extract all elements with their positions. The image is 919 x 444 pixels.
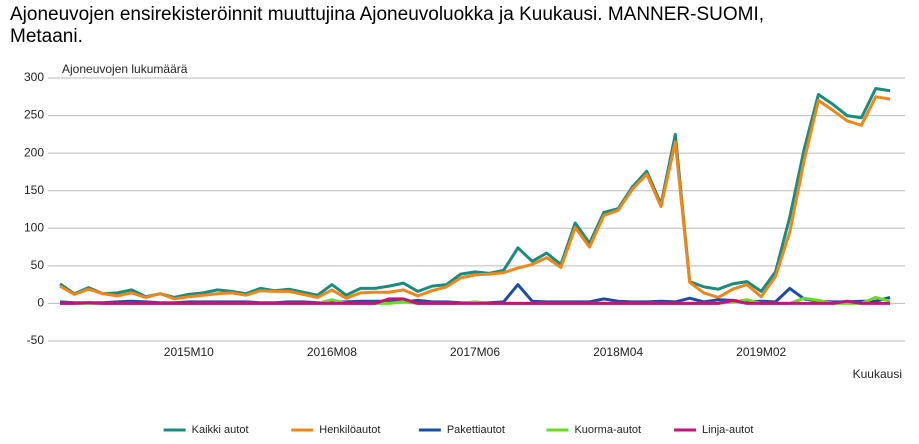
chart-title: Ajoneuvojen ensirekisteröinnit muuttujin… bbox=[10, 4, 765, 47]
y-tick-label: -50 bbox=[27, 333, 45, 347]
series-line bbox=[60, 297, 890, 305]
y-axis-label: Ajoneuvojen lukumäärä bbox=[62, 62, 188, 76]
legend-label: Kuorma-autot bbox=[574, 424, 641, 436]
y-tick-label: 150 bbox=[24, 183, 44, 197]
x-tick-label: 2018M04 bbox=[593, 345, 643, 359]
x-tick-label: 2019M02 bbox=[736, 345, 786, 359]
y-tick-label: 100 bbox=[24, 220, 44, 234]
y-tick-label: 200 bbox=[24, 145, 44, 159]
series-line bbox=[59, 87, 891, 299]
legend-label: Pakettiautot bbox=[447, 424, 505, 436]
x-tick-label: 2015M10 bbox=[164, 345, 214, 359]
y-tick-label: 0 bbox=[37, 296, 44, 310]
x-tick-label: 2016M08 bbox=[307, 345, 357, 359]
x-axis-label: Kuukausi bbox=[853, 367, 902, 381]
x-tick-label: 2017M06 bbox=[450, 345, 500, 359]
legend-label: Linja-autot bbox=[702, 424, 753, 436]
series-line bbox=[59, 95, 891, 301]
y-tick-label: 50 bbox=[31, 258, 45, 272]
y-tick-label: 250 bbox=[24, 108, 44, 122]
legend-label: Kaikki autot bbox=[192, 424, 249, 436]
y-tick-label: 300 bbox=[24, 70, 44, 84]
legend-label: Henkilöautot bbox=[319, 424, 380, 436]
